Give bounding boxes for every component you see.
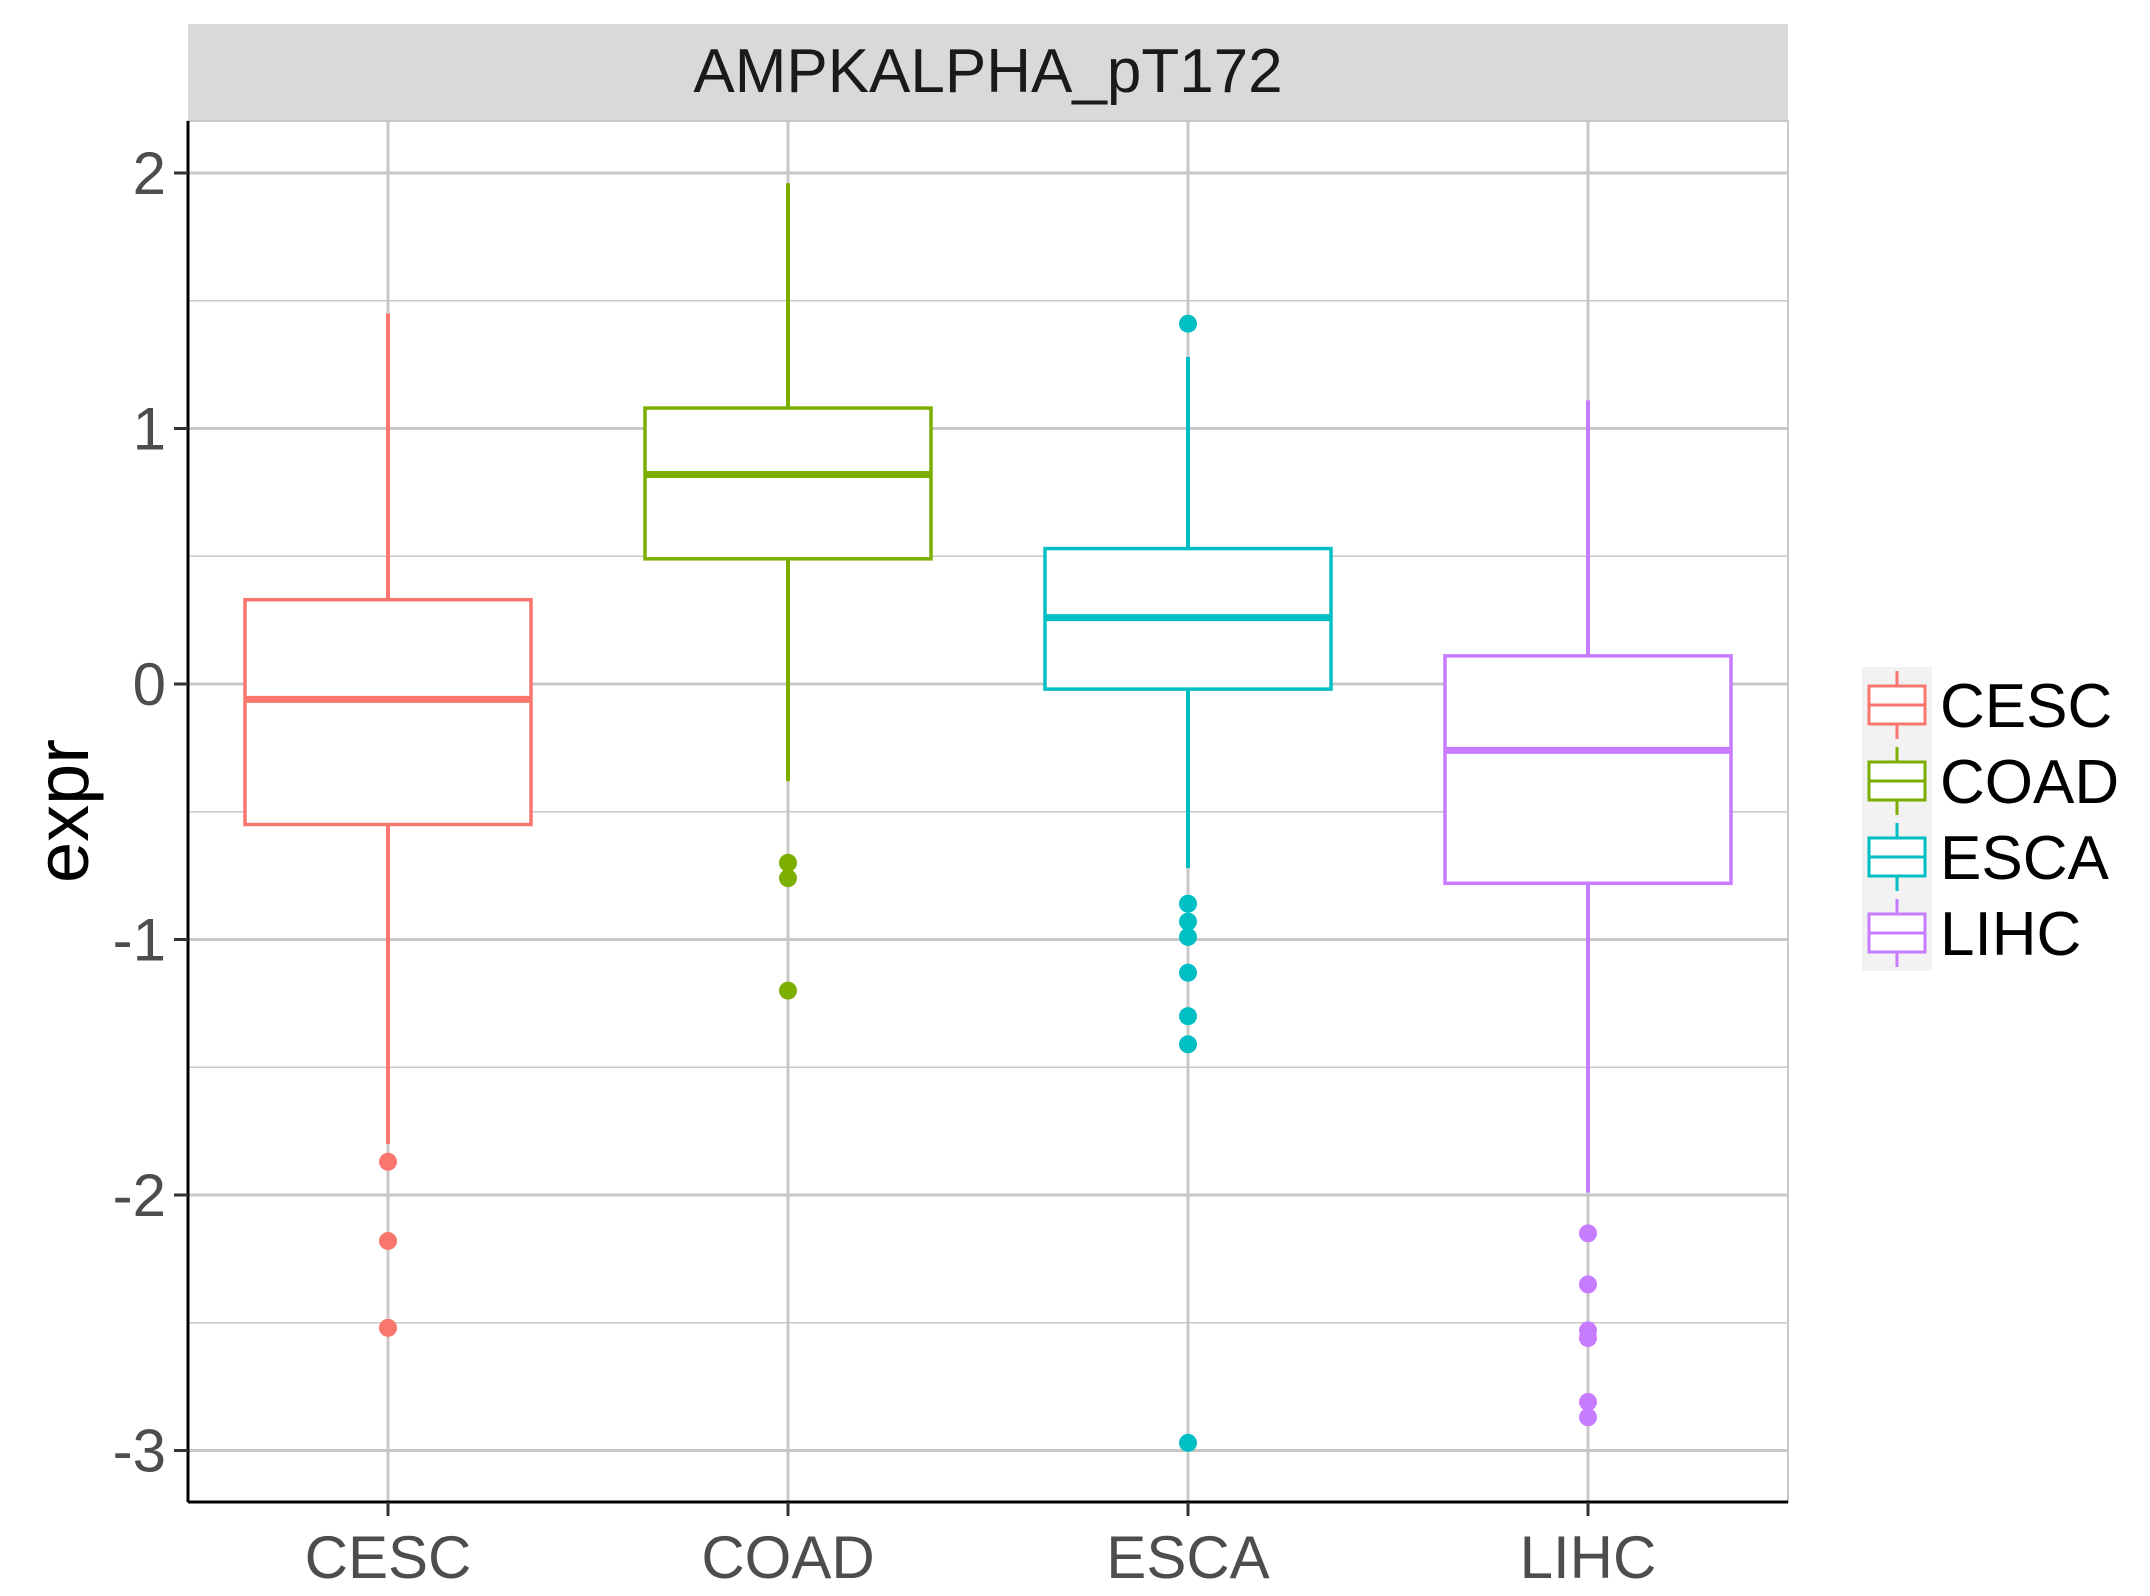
y-axis-title: expr — [21, 739, 104, 883]
legend-label: CESC — [1940, 672, 2112, 741]
x-tick-label: CESC — [305, 1524, 472, 1591]
outlier-point — [1579, 1275, 1597, 1294]
box-lihc — [1443, 400, 1733, 1427]
x-tick-label: COAD — [701, 1524, 874, 1591]
outlier-point — [1179, 314, 1197, 333]
y-tick-label: -3 — [113, 1418, 166, 1485]
outlier-point — [1579, 1224, 1597, 1243]
legend-item-lihc: LIHC — [1862, 895, 2081, 971]
legend-item-coad: COAD — [1862, 743, 2119, 819]
y-tick-label: 2 — [133, 140, 166, 207]
y-tick-label: 1 — [133, 396, 166, 463]
outlier-point — [779, 869, 797, 888]
outlier-point — [1179, 927, 1197, 946]
outlier-point — [1579, 1408, 1597, 1427]
legend-label: ESCA — [1940, 824, 2109, 893]
iqr-box — [643, 406, 933, 561]
x-axis-ticks: CESC COAD ESCA LIHC — [305, 1502, 1657, 1591]
facet-title: AMPKALPHA_pT172 — [693, 37, 1282, 106]
outlier-point — [379, 1231, 397, 1250]
legend: CESC COAD ESCA LIHC — [1862, 667, 2119, 971]
outlier-point — [1579, 1329, 1597, 1348]
outlier-point — [379, 1318, 397, 1337]
outlier-point — [379, 1152, 397, 1171]
y-tick-label: -2 — [113, 1162, 166, 1229]
legend-label: COAD — [1940, 748, 2119, 817]
outlier-point — [1179, 1007, 1197, 1026]
outlier-point — [1179, 963, 1197, 982]
box-coad — [643, 183, 933, 1000]
x-tick-label: LIHC — [1520, 1524, 1657, 1591]
facet-strip — [188, 24, 1788, 121]
legend-item-cesc: CESC — [1862, 667, 2112, 743]
y-tick-label: 0 — [133, 651, 166, 718]
outlier-point — [1579, 1392, 1597, 1411]
y-axis-ticks: 2 1 0 -1 -2 -3 — [113, 140, 188, 1485]
boxes — [243, 183, 1733, 1452]
box-esca — [1043, 314, 1333, 1452]
box-cesc — [243, 313, 533, 1337]
iqr-box — [1443, 654, 1733, 886]
legend-label: LIHC — [1940, 900, 2081, 969]
outlier-point — [779, 853, 797, 872]
legend-item-esca: ESCA — [1862, 819, 2109, 895]
outlier-point — [1179, 912, 1197, 931]
outlier-point — [1179, 1433, 1197, 1452]
iqr-box — [243, 597, 533, 827]
x-tick-label: ESCA — [1106, 1524, 1269, 1591]
y-tick-label: -1 — [113, 907, 166, 974]
outlier-point — [779, 981, 797, 1000]
outlier-point — [1179, 1035, 1197, 1054]
outlier-point — [1179, 894, 1197, 913]
